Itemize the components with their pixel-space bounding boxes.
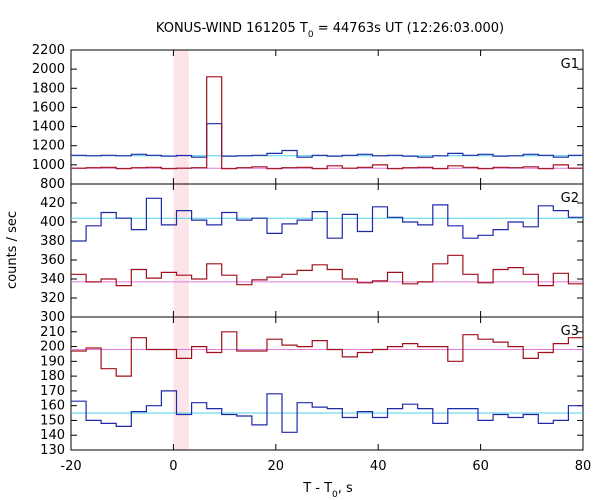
chart-title: KONUS-WIND 161205 T0 = 44763s UT (12:26:… [156, 21, 504, 40]
y-tick-label: 190 [40, 354, 65, 369]
x-tick-label: 0 [169, 459, 177, 474]
series-blue-histogram [71, 197, 583, 242]
series-red-histogram [71, 331, 583, 377]
y-tick-label: 380 [40, 234, 65, 249]
shaded-interval [173, 317, 189, 450]
y-tick-label: 180 [40, 369, 65, 384]
series-blue-histogram [71, 390, 583, 433]
series-blue-histogram [71, 123, 583, 158]
y-tick-label: 1200 [32, 139, 65, 154]
y-tick-label: 200 [40, 340, 65, 355]
x-tick-label: 40 [370, 459, 387, 474]
y-tick-label: 300 [40, 310, 65, 325]
x-tick-label: -20 [60, 459, 81, 474]
y-tick-label: 1600 [32, 100, 65, 115]
y-tick-label: 1400 [32, 120, 65, 135]
panel-frame [70, 316, 584, 451]
y-tick-label: 800 [40, 177, 65, 192]
panel-g1: 800 1000 1200 1400 1600 1800 2000 2200 G1 [32, 43, 584, 192]
panel-label: G3 [561, 324, 579, 339]
panel-label: G2 [561, 191, 579, 206]
y-axis-title: counts / sec [5, 211, 20, 289]
shaded-interval [173, 184, 189, 317]
shaded-interval [173, 50, 189, 184]
y-tick-label: 1800 [32, 81, 65, 96]
y-tick-label: 360 [40, 253, 65, 268]
panel-frame [70, 49, 584, 185]
series-red-histogram [71, 76, 583, 170]
series-red-histogram [71, 254, 583, 287]
y-tick-label: 340 [40, 272, 65, 287]
x-tick-label: 60 [472, 459, 489, 474]
y-tick-label: 2000 [32, 62, 65, 77]
panel-frame [70, 183, 584, 318]
y-tick-label: 150 [40, 413, 65, 428]
x-tick-label: 20 [268, 459, 285, 474]
y-tick-label: 400 [40, 215, 65, 230]
y-tick-label: 140 [40, 428, 65, 443]
y-tick-label: 130 [40, 443, 65, 458]
panel-g2: 300 320 340 360 380 400 420 G2 [40, 183, 584, 325]
y-tick-label: 320 [40, 291, 65, 306]
y-tick-label: 160 [40, 399, 65, 414]
x-axis-title: T - T0, s [302, 481, 353, 500]
x-tick-label: 80 [575, 459, 592, 474]
y-tick-label: 420 [40, 196, 65, 211]
y-tick-label: 1000 [32, 158, 65, 173]
y-tick-label: 2200 [32, 43, 65, 58]
y-tick-label: 170 [40, 384, 65, 399]
panel-label: G1 [561, 57, 579, 72]
y-tick-label: 210 [40, 325, 65, 340]
